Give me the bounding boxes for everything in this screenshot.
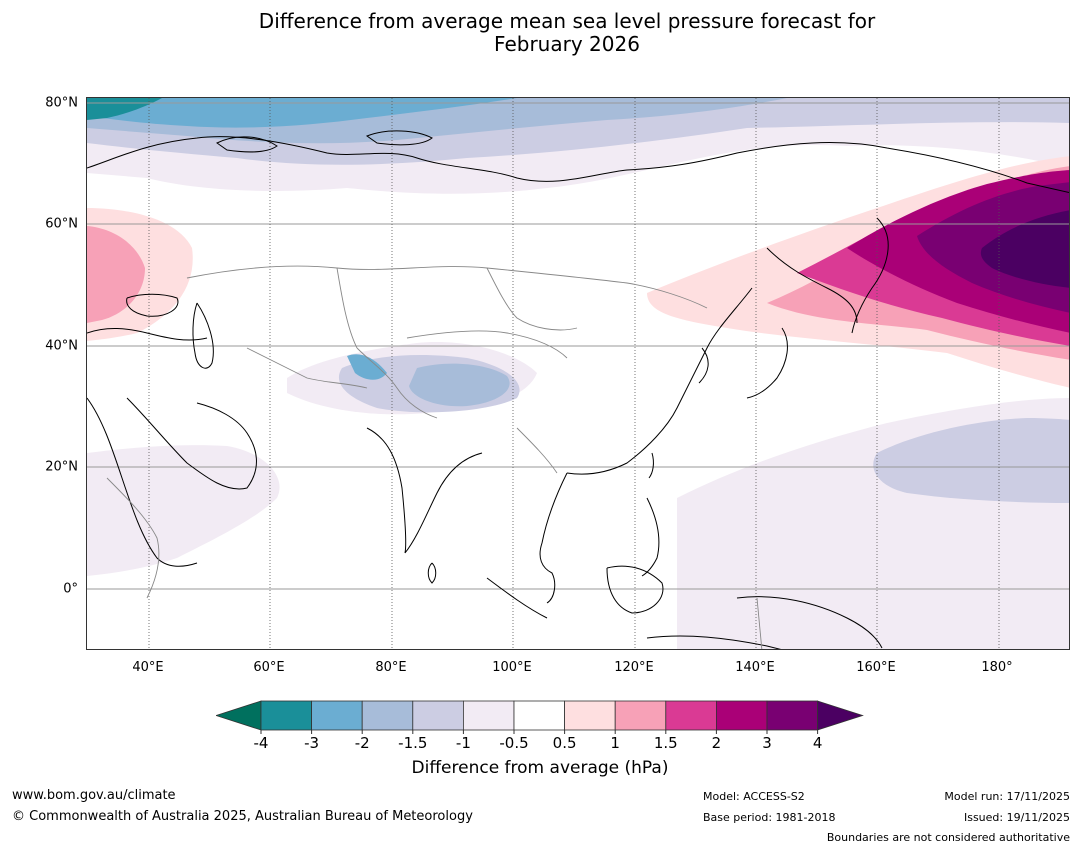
shade-west-1 (87, 226, 145, 323)
country-borders (106, 265, 763, 649)
colorbar-swatch (513, 700, 565, 731)
colorbar: -4 -3 -2 -1.5 -1 -0.5 0.5 1 1.5 2 3 4 (214, 700, 866, 764)
model-name: Model: ACCESS-S2 (703, 790, 805, 803)
coast-arctic-islands-2 (365, 130, 433, 146)
coast-arabia (126, 397, 257, 490)
lon-label-140e: 140°E (735, 660, 775, 675)
shade-minus-3 (87, 98, 517, 128)
copyright-text: © Commonwealth of Australia 2025, Austra… (12, 809, 473, 824)
colorbar-tick-label: 4 (813, 734, 823, 752)
lat-label-40n: 40°N (45, 338, 78, 354)
lon-label-120e: 120°E (614, 660, 654, 675)
coast-sri-lanka (427, 562, 437, 584)
coast-borneo (606, 565, 664, 614)
lon-label-160e: 160°E (856, 660, 896, 675)
colorbar-tick-label: 1.5 (654, 734, 678, 752)
lat-label-0: 0° (63, 581, 78, 597)
colorbar-tick-label: -2 (355, 734, 370, 752)
meridians (148, 98, 1000, 649)
boundaries-disclaimer: Boundaries are not considered authoritat… (826, 831, 1070, 844)
coast-india (366, 427, 483, 554)
lat-label-20n: 20°N (45, 459, 78, 475)
coast-australia-north (646, 635, 782, 649)
map-title: Difference from average mean sea level p… (0, 10, 1081, 56)
title-line-1: Difference from average mean sea level p… (258, 9, 876, 33)
coast-korea (698, 347, 709, 384)
issued-date: Issued: 19/11/2025 (963, 811, 1070, 824)
colorbar-ticks: -4 -3 -2 -1.5 -1 -0.5 0.5 1 1.5 2 3 4 (254, 730, 823, 752)
coast-okhotsk (766, 247, 858, 324)
colorbar-swatch (564, 700, 616, 731)
shade-tibet-2 (409, 363, 510, 407)
coast-east-asia (566, 287, 753, 475)
coast-japan (746, 327, 788, 399)
lon-label-100e: 100°E (492, 660, 532, 675)
shade-west-light (87, 445, 280, 576)
coast-caspian (192, 302, 214, 369)
map-canvas (87, 98, 1069, 649)
colorbar-swatch (665, 700, 717, 731)
colorbar-swatches (214, 700, 864, 731)
coast-arctic-islands-1 (216, 136, 278, 153)
lat-label-60n: 60°N (45, 216, 78, 232)
coastlines (87, 130, 1069, 649)
colorbar-extend-low (214, 700, 262, 731)
colorbar-tick-label: -4 (254, 734, 269, 752)
colorbar-swatch (766, 700, 818, 731)
colorbar-tick-label: 1 (610, 734, 620, 752)
colorbar-swatch (311, 700, 363, 731)
colorbar-swatch (614, 700, 667, 731)
colorbar-tick-label: -1 (456, 734, 471, 752)
coast-africa (87, 397, 198, 567)
coast-taiwan (648, 452, 654, 479)
colorbar-label: Difference from average (hPa) (411, 758, 669, 778)
coast-mediterranean (87, 328, 208, 341)
colorbar-swatch (412, 700, 464, 731)
coast-indochina (539, 472, 568, 604)
coast-philippines (641, 497, 660, 577)
colorbar-tick-label: -1.5 (398, 734, 427, 752)
lon-label-180: 180° (981, 660, 1013, 675)
colorbar-tick-label: -0.5 (499, 734, 528, 752)
coast-sumatra (486, 577, 548, 619)
coast-black-sea (126, 293, 179, 317)
colorbar-svg: -4 -3 -2 -1.5 -1 -0.5 0.5 1 1.5 2 3 4 (214, 700, 864, 752)
lon-label-80e: 80°E (375, 660, 407, 675)
shade-npac-4 (980, 210, 1069, 288)
colorbar-swatch (361, 700, 414, 731)
colorbar-tick-label: 3 (762, 734, 772, 752)
lon-label-40e: 40°E (132, 660, 164, 675)
shade-pacific-1-5 (873, 418, 1069, 503)
graticule (87, 102, 1069, 590)
model-run-date: Model run: 17/11/2025 (944, 790, 1070, 803)
colorbar-tick-label: 0.5 (553, 734, 577, 752)
lat-label-80n: 80°N (45, 95, 78, 111)
base-period: Base period: 1981-2018 (703, 811, 836, 824)
pressure-anomaly-map (86, 97, 1070, 650)
bom-url[interactable]: www.bom.gov.au/climate (12, 788, 176, 803)
colorbar-swatch (715, 700, 768, 731)
colorbar-tick-label: 2 (712, 734, 722, 752)
colorbar-extend-high (817, 700, 864, 731)
shade-tibet-3 (347, 354, 387, 380)
colorbar-swatch (260, 700, 312, 731)
lon-label-60e: 60°E (253, 660, 285, 675)
title-line-2: February 2026 (494, 32, 640, 56)
coast-new-guinea (736, 596, 883, 649)
colorbar-swatch (462, 700, 515, 731)
coast-north-eurasia (87, 136, 1069, 194)
colorbar-tick-label: -3 (304, 734, 319, 752)
